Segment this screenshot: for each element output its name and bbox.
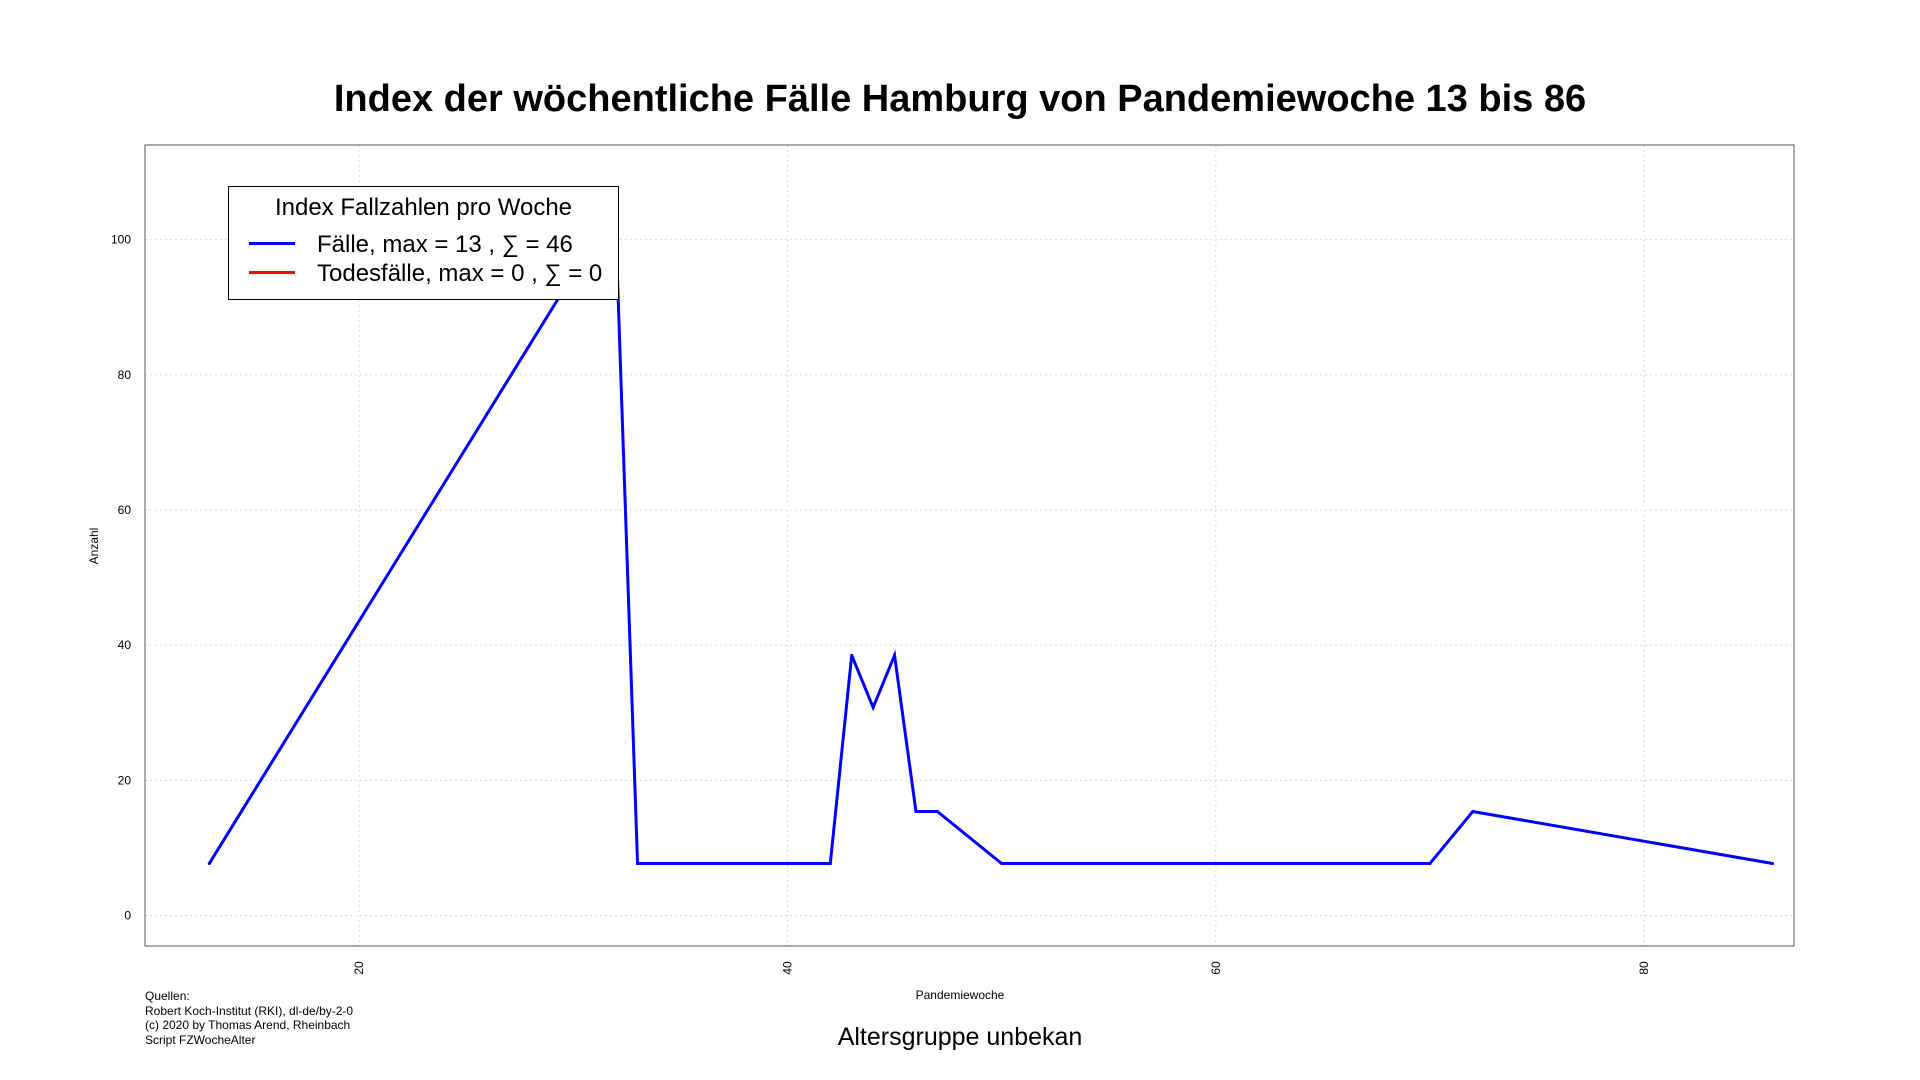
data-point [828,862,832,866]
axes: 0 20 40 60 80 100 20 40 60 80 [111,233,1651,975]
legend-swatch-cases [249,242,295,246]
y-tick-label: 60 [118,503,132,517]
sources-line: Script FZWocheAlter [145,1032,256,1047]
sources-heading: Quellen: [145,989,190,1003]
x-tick-label: 60 [1209,961,1223,975]
chart-title: Index der wöchentliche Fälle Hamburg von… [333,78,1587,120]
y-tick-label: 20 [118,773,132,787]
data-point [1428,862,1432,866]
sources-line: (c) 2020 by Thomas Arend, Rheinbach [145,1018,351,1032]
x-axis-label: Pandemiewoche [915,988,1005,1002]
data-point [1771,862,1775,866]
x-tick-label: 40 [780,961,794,975]
legend-title: Index Fallzahlen pro Woche [274,194,573,221]
y-tick-label: 0 [124,909,131,923]
data-point [871,705,875,709]
grid-lines [145,145,1794,946]
data-point [636,862,640,866]
y-tick-label: 40 [118,638,132,652]
data-point [893,653,897,657]
y-tick-label: 100 [111,233,131,247]
x-tick-label: 80 [1637,961,1651,975]
series-line-fälle [207,238,1773,866]
sources-note: Quellen: Robert Koch-Institut (RKI), dl-… [145,989,353,1047]
legend: Index Fallzahlen pro Woche Fälle, max = … [228,186,619,300]
data-series [207,238,1775,866]
data-point [1471,809,1475,813]
y-axis-label: Anzahl [87,527,101,565]
data-point [935,809,939,813]
x-tick-label: 20 [352,961,366,975]
plot-frame [144,144,1795,947]
legend-swatch-deaths [249,271,295,275]
legend-entry-deaths: Todesfälle, max = 0 , ∑ = 0 [249,260,602,288]
y-tick-label: 80 [118,368,132,382]
legend-label-cases: Fälle, max = 13 , ∑ = 46 [317,231,573,258]
data-point [207,862,211,866]
data-point [914,809,918,813]
legend-entry-cases: Fälle, max = 13 , ∑ = 46 [249,231,573,259]
legend-label-deaths: Todesfälle, max = 0 , ∑ = 0 [317,260,603,287]
sources-line: Robert Koch-Institut (RKI), dl-de/by-2-0 [145,1003,354,1018]
chart-subtitle: Altersgruppe unbekan [837,1023,1083,1051]
data-point [1000,862,1004,866]
data-point [850,653,854,657]
